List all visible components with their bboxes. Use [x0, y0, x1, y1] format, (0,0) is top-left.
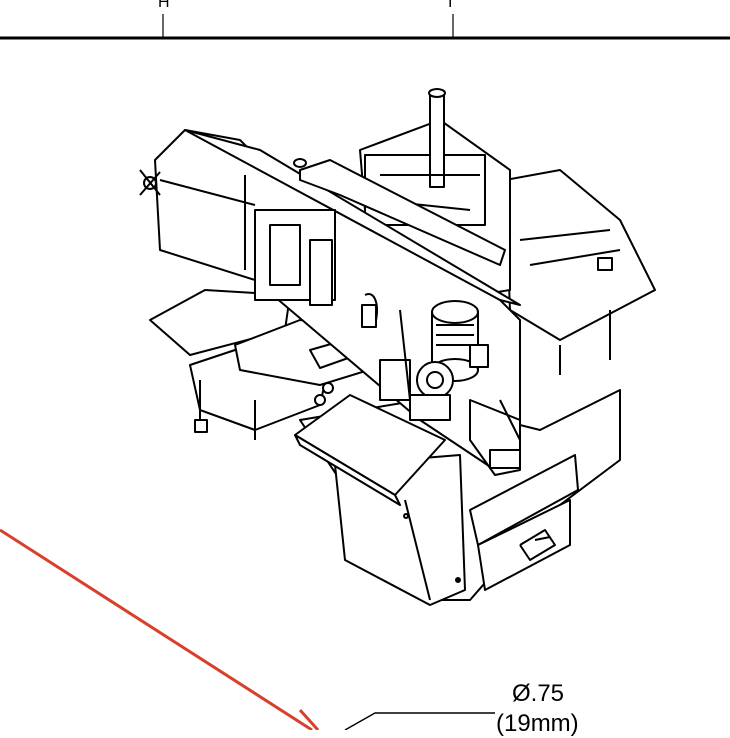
dimension-leader	[344, 712, 495, 730]
grid-label-h: H	[158, 0, 170, 11]
infeed-table	[504, 169, 656, 341]
red-leader-line	[0, 528, 313, 730]
grid-label-i: I	[448, 0, 453, 11]
outfeed-table	[149, 289, 291, 356]
front-cabinet	[334, 454, 466, 606]
blade-guard-arm	[299, 159, 506, 266]
diameter-dimension: Ø.75	[512, 680, 565, 707]
chip-tray	[477, 499, 571, 591]
hydraulic-column	[429, 91, 445, 188]
tension-handle	[139, 169, 161, 196]
metric-dimension: (19mm)	[496, 710, 579, 737]
red-leader-tick	[298, 708, 320, 730]
band-saw-machine	[139, 88, 656, 606]
